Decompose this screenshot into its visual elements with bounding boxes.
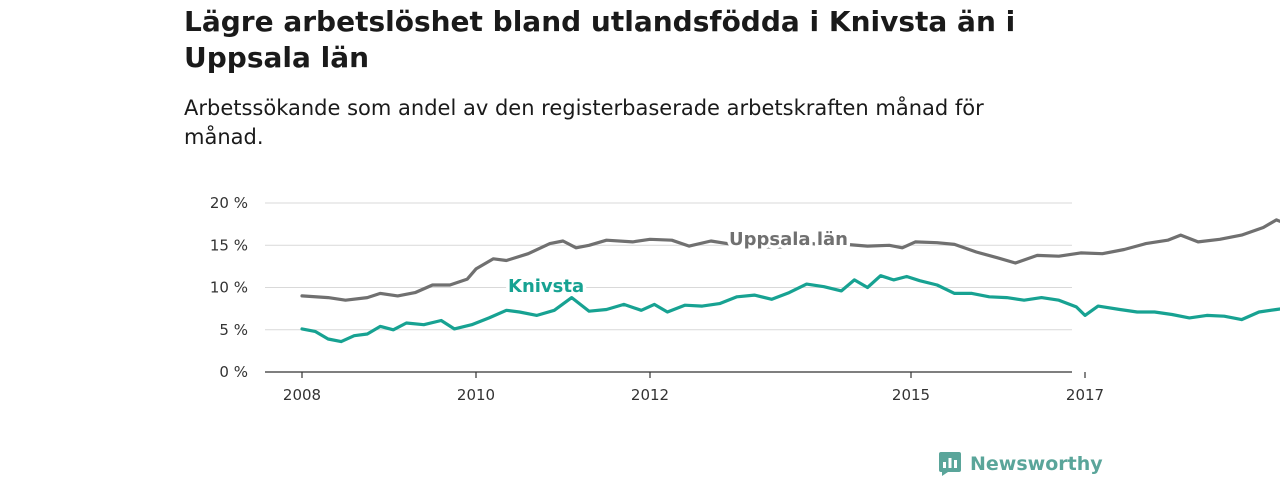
brand-logo: Newsworthy [938,450,1103,478]
newsworthy-logo-icon [939,452,961,476]
x-tick-label: 2012 [631,386,669,404]
series-label-knivsta-halo: Knivsta [508,276,584,297]
x-axis-tick-labels: 20082010201220152017202020222024 [283,386,1104,404]
series-line-knivsta [300,274,1280,344]
series-lines [300,218,1280,344]
y-tick-label: 20 % [210,194,248,212]
x-axis [265,371,1086,378]
chart-subtitle: Arbetssökande som andel av den registerb… [184,96,984,149]
brand-name: Newsworthy [970,453,1103,475]
series-label-knivsta: Knivsta [508,276,584,297]
y-tick-label: 5 % [219,321,248,339]
gridlines [265,202,1072,331]
series-label-uppsala: Uppsala län [729,229,848,250]
y-tick-label: 0 % [219,363,248,381]
x-tick-label: 2017 [1066,386,1104,404]
series-label-uppsala-halo: Uppsala län [729,229,848,250]
x-tick-label: 2008 [283,386,321,404]
x-tick-label: 2015 [892,386,930,404]
line-chart: 0 % 5 % 10 % 15 % 20 % 2008 2010 2012 2015 2017 2… [210,194,1280,404]
y-tick-label: 10 % [210,279,248,297]
y-axis-tick-labels: 0 % 5 % 10 % 15 % 20 % [210,194,248,381]
series-line-uppsala [300,218,1280,302]
x-tick-label: 2010 [457,386,495,404]
chart-title: Lägre arbetslöshet bland utlandsfödda i … [184,5,1016,74]
y-tick-label: 15 % [210,236,248,254]
